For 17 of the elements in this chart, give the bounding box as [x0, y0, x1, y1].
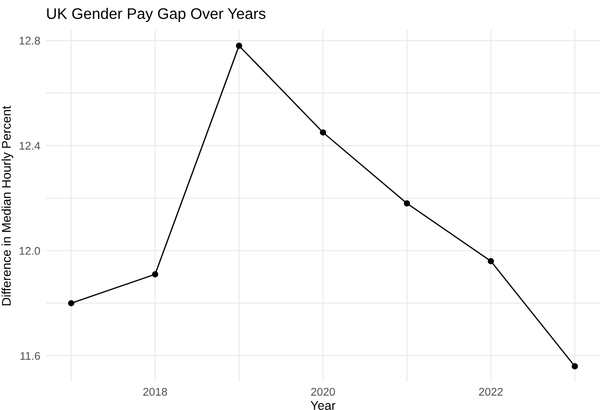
chart-title: UK Gender Pay Gap Over Years — [47, 8, 266, 22]
y-tick-label: 11.6 — [20, 352, 40, 360]
y-tick-label: 12.0 — [20, 246, 40, 255]
point — [572, 363, 578, 370]
x-axis-title: Year — [310, 401, 336, 410]
point — [320, 129, 326, 136]
point — [68, 300, 74, 306]
point — [152, 271, 158, 278]
x-tick-label: 2022 — [479, 388, 503, 396]
point — [236, 42, 242, 49]
y-axis-title: Difference in Median Hourly Percent — [2, 106, 14, 306]
x-tick-label: 2020 — [311, 388, 335, 396]
point — [404, 200, 410, 206]
x-tick-label: 2018 — [143, 388, 167, 396]
y-tick-label: 12.4 — [20, 142, 40, 150]
point — [488, 258, 494, 264]
y-tick-label: 12.8 — [20, 36, 40, 45]
